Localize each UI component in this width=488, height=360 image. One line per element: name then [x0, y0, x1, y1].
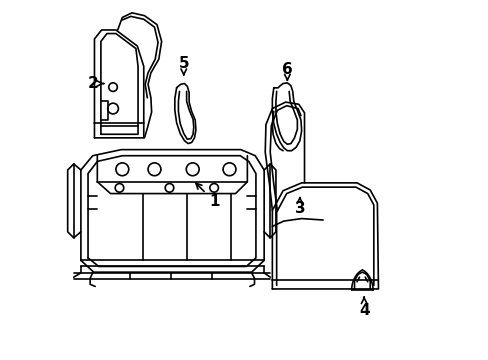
Text: 6: 6: [282, 62, 292, 80]
Text: 5: 5: [178, 57, 189, 75]
Text: 2: 2: [87, 76, 103, 91]
Text: 1: 1: [196, 183, 219, 209]
Text: 4: 4: [358, 297, 369, 318]
Text: 3: 3: [294, 198, 305, 216]
